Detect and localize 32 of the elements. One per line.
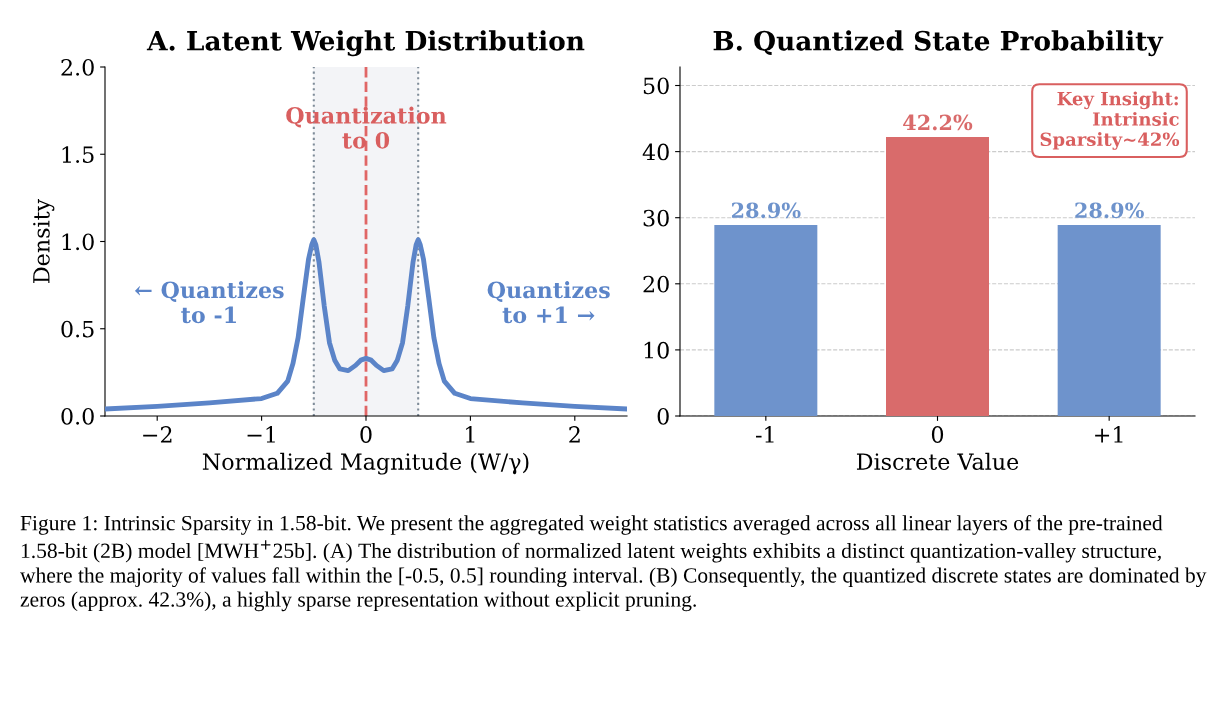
data-label: 28.9% — [731, 202, 801, 219]
chart-title: A. Latent Weight Distribution — [146, 30, 585, 57]
y-tick-label: 50 — [643, 77, 669, 95]
x-tick-label: 2 — [569, 426, 580, 443]
y-tick-label: 1.5 — [62, 146, 94, 164]
x-tick-label: −1 — [247, 426, 275, 443]
data-label: 28.9% — [1075, 202, 1144, 219]
x-tick-label: 0 — [360, 426, 372, 443]
y-tick-label: 1.0 — [62, 233, 94, 251]
x-tick-label: −2 — [143, 426, 172, 443]
x-axis-title: Discrete Value — [856, 452, 1019, 470]
x-tick-label: 0 — [931, 426, 944, 443]
y-tick-label: 0.5 — [61, 320, 94, 338]
annotation: ← Quantizes to -1 — [135, 281, 284, 324]
y-tick-label: 20 — [643, 275, 669, 293]
line-series — [105, 237, 627, 412]
y-tick-label: 40 — [642, 143, 669, 161]
y-tick-label: 0.0 — [61, 407, 94, 425]
caption: Figure 1: Intrinsic Sparsity in 1.58-bit. We present the aggregated weight statistics averaged across all linear layers of the pre-trained 1.58-bit (2B) model [MWH$^{+}$25b]. (A) The distribution of normalized latent weights exhibits a distinct quantization-valley structure, where the majority of values fall within the [-0.5, 0.5] rounding interval. (B) Consequently, the quantized discrete states are dominated by zeros (approx. 42.3%), a highly sparse representation without explicit pruning. — [20, 515, 1207, 612]
x-tick-label: -1 — [755, 426, 774, 443]
y-tick-label: 10 — [644, 341, 669, 359]
annotation: Key Insight: Intrinsic Sparsity~42% — [1040, 91, 1180, 150]
y-tick-label: 0 — [657, 407, 669, 425]
x-axis-title: Normalized Magnitude (W/γ) — [202, 452, 529, 475]
y-tick-label: 2.0 — [61, 58, 94, 76]
annotation: Quantizes to +1 → — [487, 281, 610, 324]
y-tick-label: 30 — [643, 209, 669, 227]
chart-title: B. Quantized State Probability — [713, 30, 1164, 57]
x-tick-label: 1 — [466, 426, 475, 443]
x-tick-label: +1 — [1095, 426, 1123, 443]
y-axis-title: Density — [33, 198, 55, 283]
data-label: 42.2% — [903, 114, 973, 131]
